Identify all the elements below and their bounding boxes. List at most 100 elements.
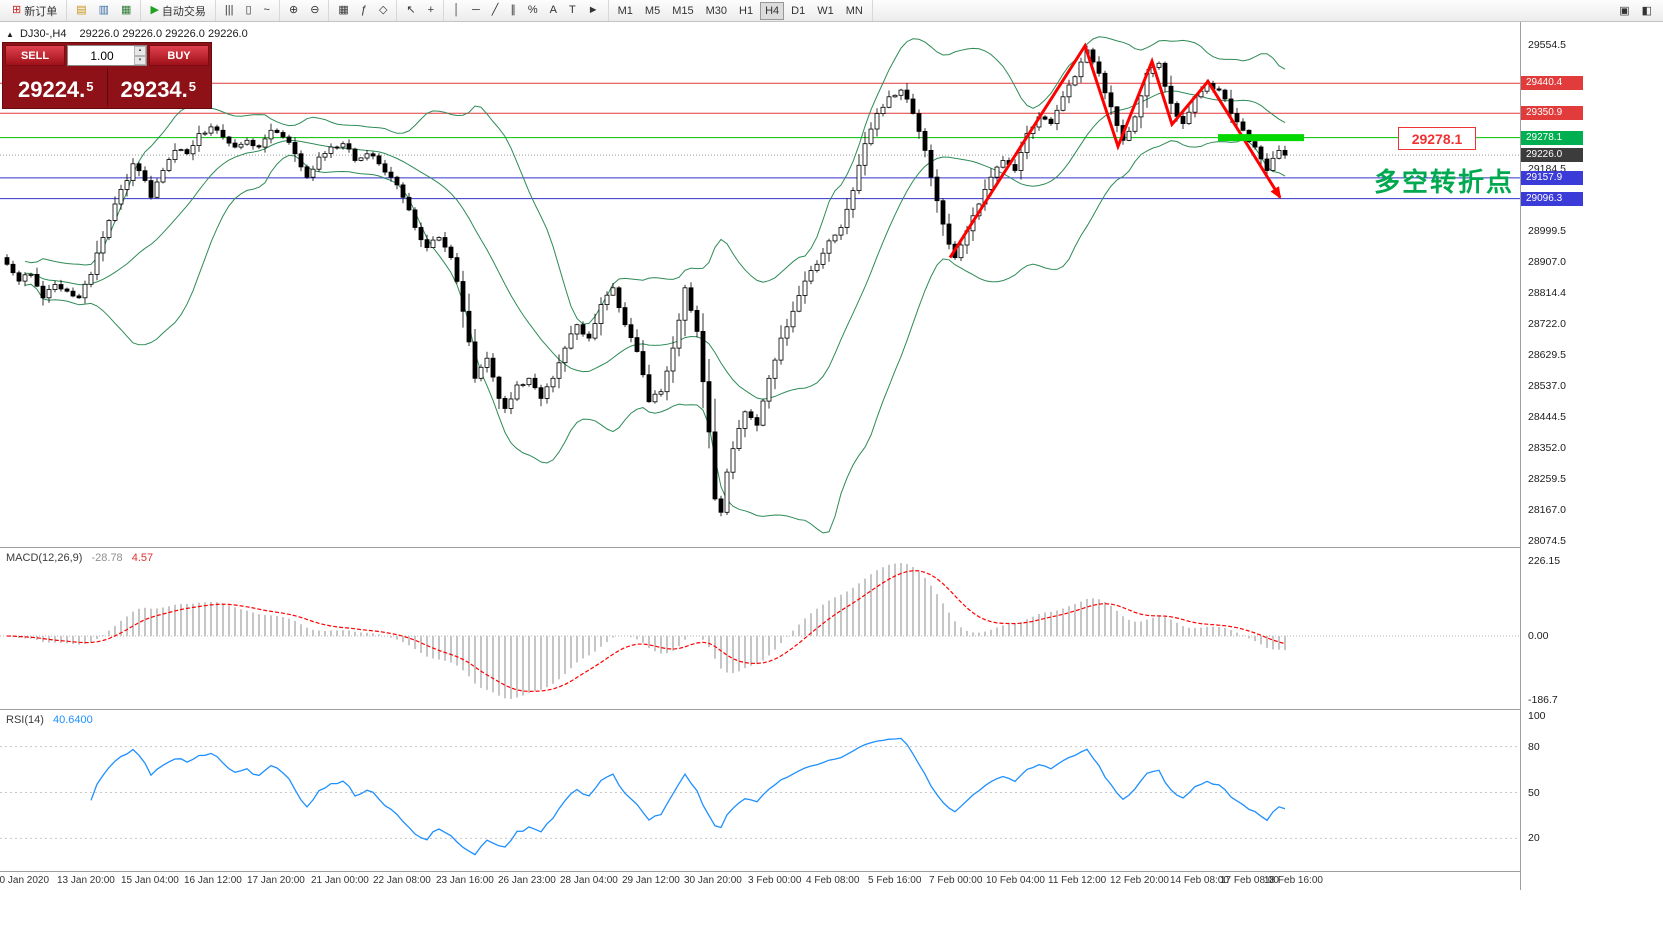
toolbar-group: ||| ▯ ~ — [216, 0, 280, 21]
tile-windows-icon: ▦ — [338, 4, 349, 16]
rsi-axis-label: 50 — [1528, 787, 1540, 799]
macd-panel[interactable]: MACD(12,26,9) -28.78 4.57 — [0, 549, 1520, 707]
fibonacci-button[interactable]: % — [523, 2, 543, 20]
toolbar-group: ▦ ƒ ◇ — [329, 0, 398, 21]
toolbar-group: ▤ ▥ ▦ — [67, 0, 142, 21]
market-watch-icon-button[interactable]: ▤ — [71, 2, 91, 20]
buy-price-sup: 5 — [188, 79, 197, 94]
symbol-marker-icon: ▲ — [6, 30, 14, 39]
toolbar: ⊞ 新订单 ▤ ▥ ▦ ▶ 自动交易 ||| ▯ ~ ⊕ ⊖ ▦ ƒ ◇ ↖ + │ ─ ╱ ∥% A T ► M1 M5 M15 M… — [0, 0, 1663, 22]
time-axis-label: 22 Jan 08:00 — [373, 875, 431, 886]
time-axis-label: 14 Feb 08:00 — [1170, 875, 1229, 886]
price-axis-label: 28907.0 — [1528, 256, 1566, 268]
chart-window-icon-button[interactable]: ▣ — [1614, 2, 1634, 20]
rsi-name: RSI(14) — [6, 714, 44, 726]
channel-button[interactable]: ∥ — [505, 2, 521, 20]
indicators-button[interactable]: ƒ — [356, 2, 372, 20]
macd-canvas[interactable] — [0, 549, 1520, 707]
cursor-button[interactable]: ↖ — [401, 2, 420, 20]
volume-down-button[interactable]: ▾ — [134, 55, 146, 65]
trendline-button[interactable]: ╱ — [487, 2, 504, 20]
panel-toggle-icon-button[interactable]: ◧ — [1637, 2, 1657, 20]
text-icon: A — [549, 4, 557, 16]
time-axis-label: 10 Jan 2020 — [0, 875, 50, 886]
price-axis-label: 28814.4 — [1528, 287, 1566, 299]
rsi-canvas[interactable] — [0, 711, 1520, 869]
volume-input[interactable] — [68, 47, 146, 64]
timeframe-mn-button[interactable]: MN — [841, 2, 868, 20]
time-axis[interactable]: 10 Jan 2020 13 Jan 20:00 15 Jan 04:00 16 Ja… — [0, 872, 1520, 890]
timeframe-h4-button[interactable]: H4 — [760, 1, 785, 20]
time-axis-label: 23 Jan 16:00 — [436, 875, 494, 886]
price-axis-tag: 29350.9 — [1521, 106, 1583, 120]
time-axis-label: 21 Jan 00:00 — [311, 875, 369, 886]
panel-divider[interactable] — [0, 547, 1663, 548]
price-axis[interactable]: 29554.5 29184.5 28999.5 28907.0 28814.4 28722… — [1520, 22, 1663, 890]
vertical-line-button[interactable]: │ — [448, 2, 465, 20]
price-axis-tag: 29157.9 — [1521, 171, 1583, 185]
bar-chart-icon: ||| — [224, 4, 234, 16]
bar-chart-button[interactable]: ||| — [220, 2, 239, 20]
price-annotation-box: 29278.1 — [1398, 127, 1476, 150]
time-axis-label: 12 Feb 20:00 — [1110, 875, 1169, 886]
sell-button[interactable]: SELL — [5, 45, 65, 66]
sell-price-sup: 5 — [86, 79, 94, 94]
objects-button[interactable]: ◇ — [374, 2, 392, 20]
zoom-out-button[interactable]: ⊖ — [305, 2, 324, 20]
objects-icon: ◇ — [378, 4, 388, 16]
macd-axis-label: -186.7 — [1528, 694, 1558, 706]
horizontal-line-button[interactable]: ─ — [467, 2, 485, 20]
turning-point-annotation: 多空转折点 — [1374, 167, 1515, 197]
zoom-in-button[interactable]: ⊕ — [284, 2, 303, 20]
auto-trading-button[interactable]: ▶ 自动交易 — [145, 2, 210, 20]
panel-divider — [0, 871, 1663, 872]
zoom-in-icon: ⊕ — [288, 4, 299, 16]
new-order-button[interactable]: ⊞ 新订单 — [7, 2, 62, 20]
timeframe-d1-button[interactable]: D1 — [786, 2, 810, 20]
arrows-button[interactable]: ► — [583, 2, 604, 20]
timeframe-m1-button[interactable]: M1 — [613, 2, 638, 20]
price-axis-label: 28444.5 — [1528, 411, 1566, 423]
candlestick-chart-button[interactable]: ▯ — [240, 2, 256, 20]
rsi-panel[interactable]: RSI(14) 40.6400 — [0, 711, 1520, 869]
main-chart-canvas[interactable] — [0, 22, 1520, 545]
buy-button[interactable]: BUY — [149, 45, 209, 66]
fibonacci-icon: % — [527, 4, 538, 16]
rsi-axis-label: 80 — [1528, 741, 1540, 753]
time-axis-label: 3 Feb 00:00 — [748, 875, 802, 886]
chart-title: ▲ DJ30-,H4 29226.0 29226.0 29226.0 29226… — [6, 28, 248, 40]
price-axis-label: 28999.5 — [1528, 225, 1566, 237]
price-axis-label: 28259.5 — [1528, 473, 1566, 485]
label-button[interactable]: T — [564, 2, 581, 20]
arrows-icon: ► — [587, 4, 599, 16]
panel-divider[interactable] — [0, 709, 1663, 710]
time-axis-label: 30 Jan 20:00 — [684, 875, 742, 886]
data-window-icon-button[interactable]: ▥ — [94, 2, 114, 20]
time-axis-label: 4 Feb 08:00 — [806, 875, 860, 886]
toolbar-right: ▣ ◧ — [1613, 2, 1660, 20]
timeframe-w1-button[interactable]: W1 — [812, 2, 839, 20]
price-axis-tag: 29440.4 — [1521, 76, 1583, 90]
macd-axis-label: 226.15 — [1528, 555, 1561, 567]
timeframe-m5-button[interactable]: M5 — [640, 2, 665, 20]
main-chart[interactable]: ▲ DJ30-,H4 29226.0 29226.0 29226.0 29226… — [0, 22, 1520, 545]
navigator-icon-button[interactable]: ▦ — [116, 2, 136, 20]
time-axis-label: 15 Jan 04:00 — [121, 875, 179, 886]
line-chart-button[interactable]: ~ — [259, 2, 275, 20]
volume-up-button[interactable]: ▴ — [134, 46, 146, 56]
buy-price: 29234. 5 — [106, 68, 210, 106]
text-button[interactable]: A — [545, 2, 562, 20]
time-axis-label: 16 Jan 12:00 — [184, 875, 242, 886]
macd-name: MACD(12,26,9) — [6, 552, 83, 564]
tile-windows-button[interactable]: ▦ — [333, 2, 353, 20]
crosshair-button[interactable]: + — [423, 2, 439, 20]
timeframe-h1-button[interactable]: H1 — [734, 2, 758, 20]
cursor-icon: ↖ — [406, 4, 416, 16]
toolbar-group: ⊞ 新订单 — [3, 0, 68, 21]
timeframe-m30-button[interactable]: M30 — [701, 2, 732, 20]
macd-value: -28.78 — [91, 552, 123, 564]
timeframe-m15-button[interactable]: M15 — [667, 2, 698, 20]
symbol-timeframe-label: DJ30-,H4 — [19, 28, 67, 40]
volume-field[interactable]: ▴ ▾ — [67, 45, 147, 66]
